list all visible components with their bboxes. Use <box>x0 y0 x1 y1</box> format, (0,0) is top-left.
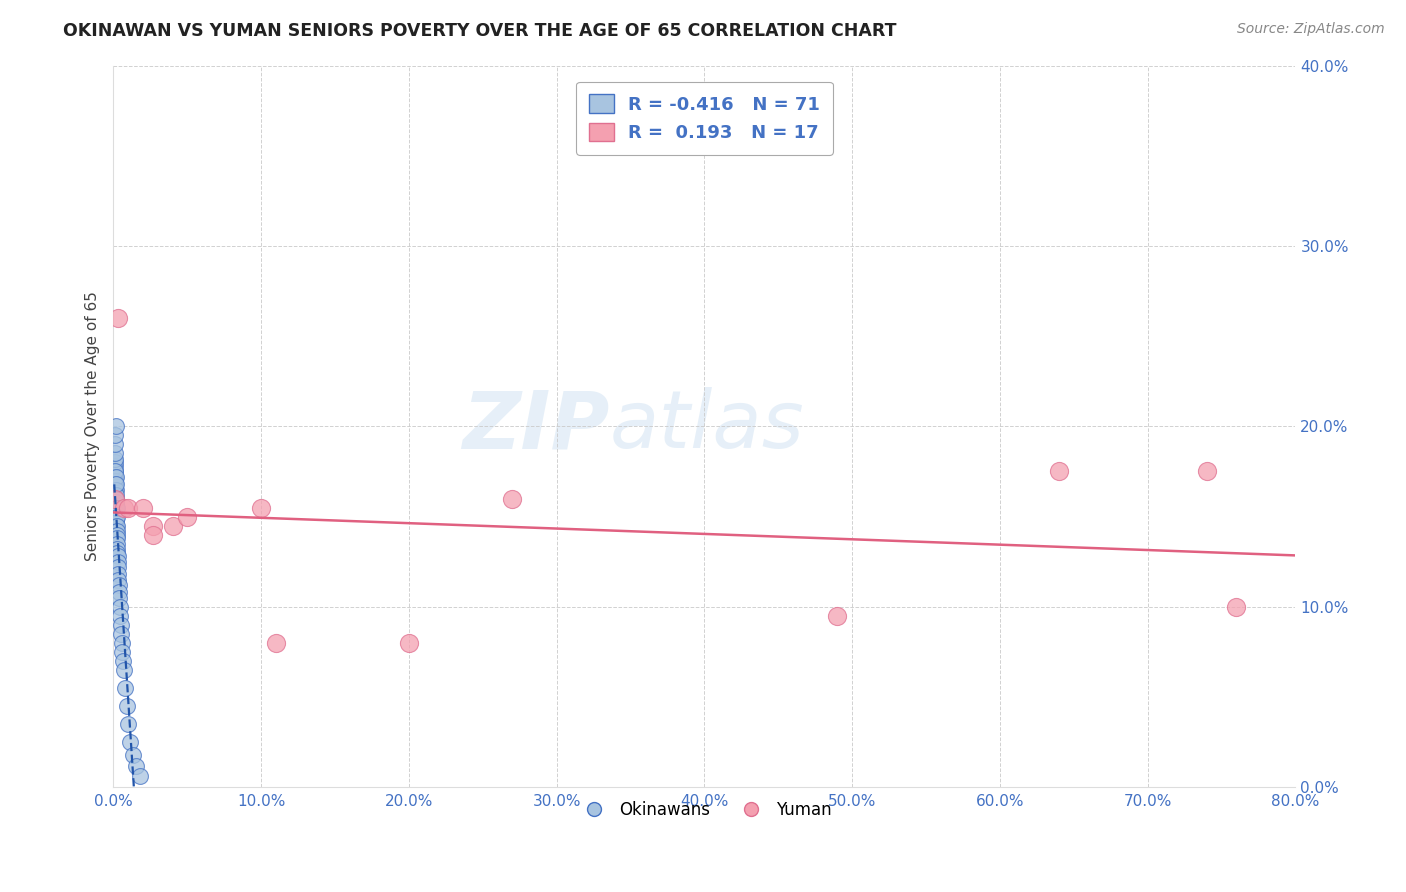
Point <box>111 645 134 659</box>
Point <box>142 518 165 533</box>
Point <box>105 509 128 524</box>
Point <box>108 585 131 599</box>
Point <box>104 488 127 502</box>
Point <box>107 546 129 560</box>
Point <box>105 495 128 509</box>
Point <box>142 527 165 541</box>
Point <box>501 491 523 506</box>
Point <box>105 513 128 527</box>
Point <box>105 500 128 515</box>
Point <box>104 470 127 484</box>
Point <box>120 735 142 749</box>
Point <box>104 509 127 524</box>
Text: OKINAWAN VS YUMAN SENIORS POVERTY OVER THE AGE OF 65 CORRELATION CHART: OKINAWAN VS YUMAN SENIORS POVERTY OVER T… <box>63 22 897 40</box>
Point <box>104 437 127 451</box>
Point <box>104 446 127 460</box>
Text: atlas: atlas <box>610 387 804 466</box>
Y-axis label: Seniors Poverty Over the Age of 65: Seniors Poverty Over the Age of 65 <box>86 292 100 561</box>
Point <box>112 663 135 677</box>
Point <box>105 518 128 533</box>
Point <box>1195 465 1218 479</box>
Point <box>111 636 134 650</box>
Point <box>104 474 127 488</box>
Point <box>105 500 128 515</box>
Point <box>104 500 127 515</box>
Point <box>104 455 127 469</box>
Point <box>104 419 127 434</box>
Point <box>107 573 129 587</box>
Point <box>104 470 127 484</box>
Point <box>104 491 127 506</box>
Point <box>264 636 287 650</box>
Point <box>107 311 129 326</box>
Point <box>105 504 128 518</box>
Point <box>104 491 127 506</box>
Point <box>105 506 128 520</box>
Point <box>104 491 127 506</box>
Point <box>104 495 127 509</box>
Point <box>110 627 132 641</box>
Point <box>129 769 152 783</box>
Point <box>132 500 155 515</box>
Point <box>104 483 127 497</box>
Point <box>107 555 129 569</box>
Point <box>107 578 129 592</box>
Point <box>107 560 129 574</box>
Point <box>105 524 128 538</box>
Point <box>105 527 128 541</box>
Point <box>107 549 129 564</box>
Point <box>105 531 128 545</box>
Point <box>827 608 849 623</box>
Point <box>108 599 131 614</box>
Point <box>104 495 127 509</box>
Point <box>104 477 127 491</box>
Point <box>105 518 128 533</box>
Legend: Okinawans, Yuman: Okinawans, Yuman <box>571 795 838 826</box>
Point <box>103 491 125 506</box>
Point <box>105 491 128 506</box>
Point <box>104 465 127 479</box>
Point <box>105 536 128 550</box>
Point <box>103 500 125 515</box>
Point <box>117 500 139 515</box>
Point <box>117 717 139 731</box>
Point <box>112 654 135 668</box>
Point <box>104 483 127 497</box>
Point <box>162 518 184 533</box>
Point <box>104 488 127 502</box>
Point <box>176 509 198 524</box>
Point <box>110 617 132 632</box>
Point <box>124 758 146 772</box>
Point <box>1047 465 1070 479</box>
Point <box>115 698 138 713</box>
Point <box>104 483 127 497</box>
Point <box>104 474 127 488</box>
Text: ZIP: ZIP <box>463 387 610 466</box>
Point <box>104 477 127 491</box>
Point <box>105 513 128 527</box>
Point <box>104 459 127 474</box>
Point <box>121 747 143 762</box>
Point <box>250 500 273 515</box>
Point <box>104 465 127 479</box>
Point <box>104 477 127 491</box>
Point <box>107 567 129 582</box>
Text: Source: ZipAtlas.com: Source: ZipAtlas.com <box>1237 22 1385 37</box>
Point <box>108 608 131 623</box>
Point <box>105 542 128 557</box>
Point <box>104 500 127 515</box>
Point <box>103 488 125 502</box>
Point <box>108 591 131 605</box>
Point <box>112 500 135 515</box>
Point <box>104 428 127 442</box>
Point <box>104 451 127 466</box>
Point <box>1225 599 1247 614</box>
Point <box>114 681 136 695</box>
Point <box>398 636 420 650</box>
